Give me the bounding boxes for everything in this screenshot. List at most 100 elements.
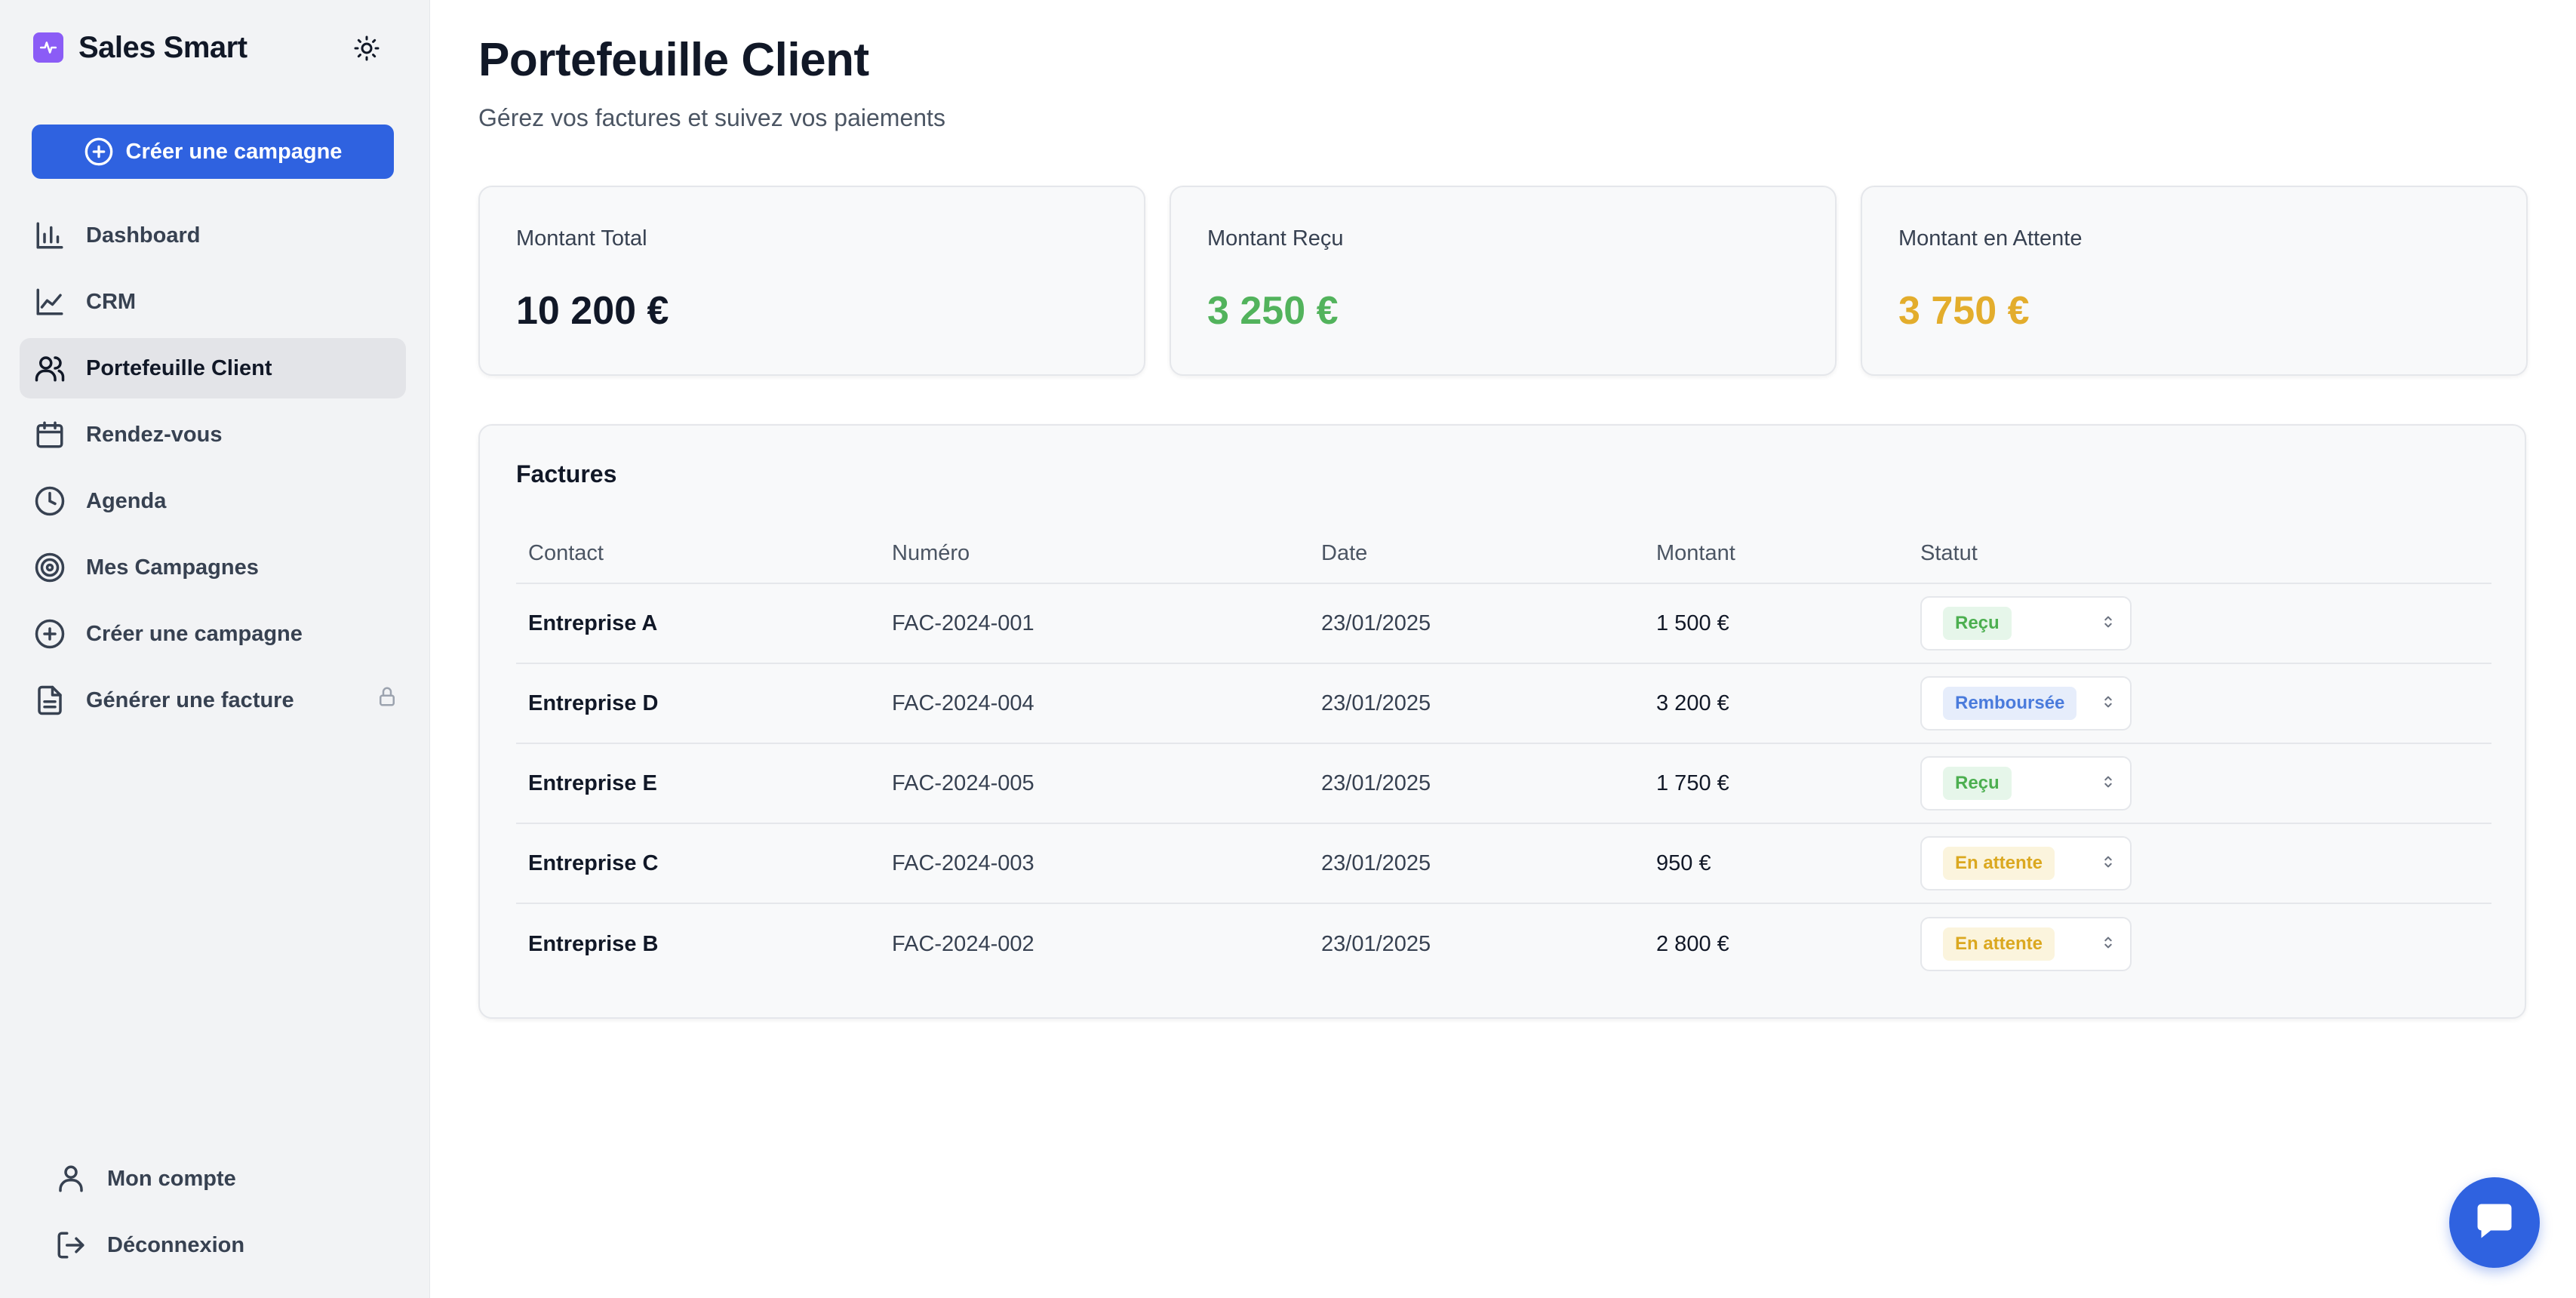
cell-status: En attente [1908, 836, 2489, 890]
chevron-up-down-icon [2100, 694, 2116, 714]
sidebar-item-generer-facture[interactable]: Générer une facture [20, 670, 406, 731]
cell-date: 23/01/2025 [1321, 611, 1431, 635]
table-row[interactable]: Entreprise D FAC-2024-004 23/01/2025 3 2… [516, 664, 2491, 744]
sidebar-item-label: Rendez-vous [86, 422, 223, 447]
status-select[interactable]: Reçu [1920, 596, 2132, 651]
cell-contact: Entreprise D [528, 691, 659, 715]
cell-status: En attente [1908, 917, 2489, 971]
chat-bubble-icon [2472, 1198, 2517, 1247]
sidebar-item-rendez-vous[interactable]: Rendez-vous [20, 404, 406, 465]
stat-value: 3 250 € [1207, 289, 1339, 333]
sidebar-item-label: Mon compte [107, 1166, 236, 1191]
sidebar-item-label: Dashboard [86, 223, 201, 248]
column-header-montant[interactable]: Montant [1656, 540, 1735, 565]
sidebar-item-label: CRM [86, 289, 137, 314]
sidebar-item-label: Créer une campagne [86, 621, 303, 646]
cell-date: 23/01/2025 [1321, 691, 1431, 715]
cell-status: Reçu [1908, 596, 2489, 651]
status-badge: Remboursée [1943, 687, 2077, 720]
status-badge: En attente [1943, 927, 2055, 961]
status-select[interactable]: En attente [1920, 836, 2132, 890]
status-select[interactable]: Reçu [1920, 756, 2132, 810]
stat-label: Montant en Attente [1898, 226, 2083, 251]
sidebar-item-portefeuille-client[interactable]: Portefeuille Client [20, 338, 406, 398]
page-subtitle: Gérez vos factures et suivez vos paiemen… [478, 104, 945, 131]
cell-amount: 950 € [1656, 850, 1711, 875]
cell-amount: 1 500 € [1656, 611, 1729, 635]
cell-amount: 2 800 € [1656, 931, 1729, 956]
table-row[interactable]: Entreprise E FAC-2024-005 23/01/2025 1 7… [516, 744, 2491, 824]
lock-icon [376, 685, 398, 712]
status-select[interactable]: En attente [1920, 917, 2132, 971]
stat-card-recu: Montant Reçu 3 250 € [1170, 186, 1837, 376]
users-icon [32, 350, 68, 386]
target-icon [32, 549, 68, 586]
column-header-contact[interactable]: Contact [528, 540, 604, 565]
logout-icon [53, 1227, 89, 1263]
brand-name: Sales Smart [78, 30, 247, 64]
sidebar-item-crm[interactable]: CRM [20, 272, 406, 332]
sidebar-item-mes-campagnes[interactable]: Mes Campagnes [20, 537, 406, 598]
column-header-date[interactable]: Date [1321, 540, 1368, 565]
stat-label: Montant Total [516, 226, 647, 251]
theme-toggle-sun-icon[interactable] [349, 30, 385, 66]
invoices-card: Factures Contact Numéro Date Montant Sta… [478, 424, 2526, 1019]
cell-contact: Entreprise E [528, 770, 657, 795]
cell-number: FAC-2024-003 [892, 850, 1034, 875]
bar-chart-icon [32, 217, 68, 254]
line-chart-icon [32, 284, 68, 320]
cell-number: FAC-2024-001 [892, 611, 1034, 635]
cell-date: 23/01/2025 [1321, 931, 1431, 956]
table-row[interactable]: Entreprise A FAC-2024-001 23/01/2025 1 5… [516, 584, 2491, 664]
sidebar-item-dashboard[interactable]: Dashboard [20, 205, 406, 266]
sidebar-item-deconnexion[interactable]: Déconnexion [53, 1215, 385, 1275]
status-badge: Reçu [1943, 607, 2012, 640]
chevron-up-down-icon [2100, 774, 2116, 794]
cell-date: 23/01/2025 [1321, 850, 1431, 875]
sidebar-item-label: Mes Campagnes [86, 555, 259, 580]
sidebar-item-mon-compte[interactable]: Mon compte [53, 1149, 385, 1209]
stat-value: 3 750 € [1898, 289, 2030, 333]
cell-status: Remboursée [1908, 676, 2489, 731]
cell-amount: 3 200 € [1656, 691, 1729, 715]
stat-card-total: Montant Total 10 200 € [478, 186, 1145, 376]
sidebar-item-label: Générer une facture [86, 687, 294, 712]
cell-amount: 1 750 € [1656, 770, 1729, 795]
cell-status: Reçu [1908, 756, 2489, 810]
sidebar-item-label: Agenda [86, 488, 167, 513]
plus-circle-icon [32, 616, 68, 652]
chevron-up-down-icon [2100, 934, 2116, 955]
cell-number: FAC-2024-005 [892, 770, 1034, 795]
cell-number: FAC-2024-002 [892, 931, 1034, 956]
sidebar-item-creer-campagne[interactable]: Créer une campagne [20, 604, 406, 664]
cell-contact: Entreprise C [528, 850, 659, 875]
stat-label: Montant Reçu [1207, 226, 1344, 251]
table-header: Contact Numéro Date Montant Statut [516, 524, 2491, 584]
cell-contact: Entreprise A [528, 611, 658, 635]
user-icon [53, 1161, 89, 1197]
file-icon [32, 682, 68, 718]
brand-logo-icon [33, 32, 63, 63]
cell-number: FAC-2024-004 [892, 691, 1034, 715]
plus-circle-icon [84, 137, 114, 167]
main-content: Portefeuille Client Gérez vos factures e… [430, 0, 2576, 1298]
brand[interactable]: Sales Smart [33, 29, 247, 66]
create-campaign-label: Créer une campagne [125, 139, 343, 164]
sidebar-item-label: Déconnexion [107, 1232, 245, 1257]
status-badge: En attente [1943, 847, 2055, 880]
create-campaign-button[interactable]: Créer une campagne [32, 125, 394, 179]
stat-card-attente: Montant en Attente 3 750 € [1861, 186, 2528, 376]
column-header-statut[interactable]: Statut [1920, 540, 1978, 565]
clock-icon [32, 483, 68, 519]
sidebar-bottom-nav: Mon compte Déconnexion [53, 1149, 385, 1281]
status-badge: Reçu [1943, 767, 2012, 800]
invoices-table: Contact Numéro Date Montant Statut Entre… [516, 524, 2491, 984]
chat-button[interactable] [2449, 1177, 2540, 1268]
sidebar-item-agenda[interactable]: Agenda [20, 471, 406, 531]
status-select[interactable]: Remboursée [1920, 676, 2132, 731]
table-row[interactable]: Entreprise B FAC-2024-002 23/01/2025 2 8… [516, 904, 2491, 984]
column-header-numero[interactable]: Numéro [892, 540, 970, 565]
sidebar-nav: Dashboard CRM Portefeuille Client Rendez… [20, 205, 406, 737]
invoices-title: Factures [516, 460, 617, 488]
table-row[interactable]: Entreprise C FAC-2024-003 23/01/2025 950… [516, 824, 2491, 904]
